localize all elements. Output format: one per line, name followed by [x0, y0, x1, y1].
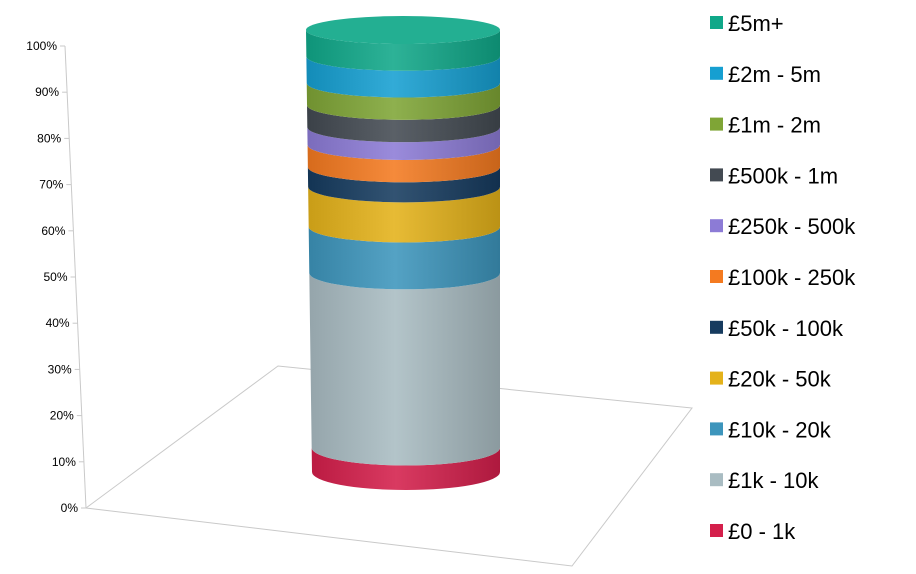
cylinder-segment-20k-50k: [308, 186, 500, 243]
legend-swatch: [710, 320, 723, 334]
legend-label: £5m+: [728, 11, 784, 36]
legend-swatch: [710, 168, 723, 182]
legend-label: £250k - 500k: [728, 214, 856, 239]
y-tick-label: 40%: [46, 316, 70, 330]
y-tick-label: 10%: [52, 455, 76, 469]
legend-label: £2m - 5m: [728, 62, 821, 87]
cylinder-segment-10k-20k: [308, 226, 500, 290]
y-tick-label: 60%: [41, 224, 65, 238]
y-tick-label: 90%: [35, 85, 59, 99]
cylinder-segment-500k-1m: [307, 105, 500, 143]
legend-swatch: [710, 66, 723, 80]
y-tick-label: 30%: [48, 362, 72, 376]
legend-swatch: [710, 270, 723, 283]
legend-label: £1k - 10k: [728, 468, 819, 493]
cylinder-segment-100k-250k: [307, 144, 500, 183]
legend-label: £1m - 2m: [728, 113, 821, 138]
legend-label: £10k - 20k: [728, 417, 832, 442]
cylinder-top-lid: [306, 16, 500, 44]
legend-label: £500k - 1m: [728, 163, 838, 188]
legend-label: £0 - 1k: [728, 519, 796, 544]
legend-swatch: [710, 16, 723, 29]
legend-swatch: [710, 524, 723, 537]
legend-label: £50k - 100k: [728, 316, 844, 341]
legend-swatch: [710, 473, 723, 487]
legend-swatch: [710, 117, 723, 131]
legend-label: £20k - 50k: [728, 367, 832, 392]
cylinder-segment-5m: [306, 30, 500, 71]
y-tick-label: 20%: [50, 409, 74, 423]
cylinder-segment-1k-10k: [309, 273, 500, 466]
y-tick-label: 70%: [39, 178, 63, 192]
legend-swatch: [710, 422, 723, 436]
cylinder-segment-250k-500k: [307, 127, 500, 160]
y-axis: 0% 10% 20% 30% 40% 50% 60% 70% 80% 90% 100%: [26, 39, 87, 515]
legend: £5m+ £2m - 5m £1m - 2m £500k - 1m £250k - 50…: [710, 11, 856, 544]
y-tick-label: 0%: [61, 501, 79, 515]
y-tick-label: 100%: [26, 39, 57, 53]
y-tick-label: 80%: [37, 131, 61, 145]
y-tick-label: 50%: [43, 270, 67, 284]
cylinder-segment-2m-5m: [306, 56, 500, 98]
floor-plane: [84, 365, 693, 567]
legend-swatch: [710, 219, 723, 233]
cylinder-bar: [306, 16, 500, 490]
cylinder-segment-1m-2m: [306, 83, 500, 120]
legend-swatch: [710, 371, 723, 385]
cylinder-segment-0-1k: [311, 447, 500, 490]
legend-label: £100k - 250k: [728, 265, 856, 290]
chart-floor: [84, 365, 693, 567]
cylinder-segment-50k-100k: [307, 167, 500, 203]
